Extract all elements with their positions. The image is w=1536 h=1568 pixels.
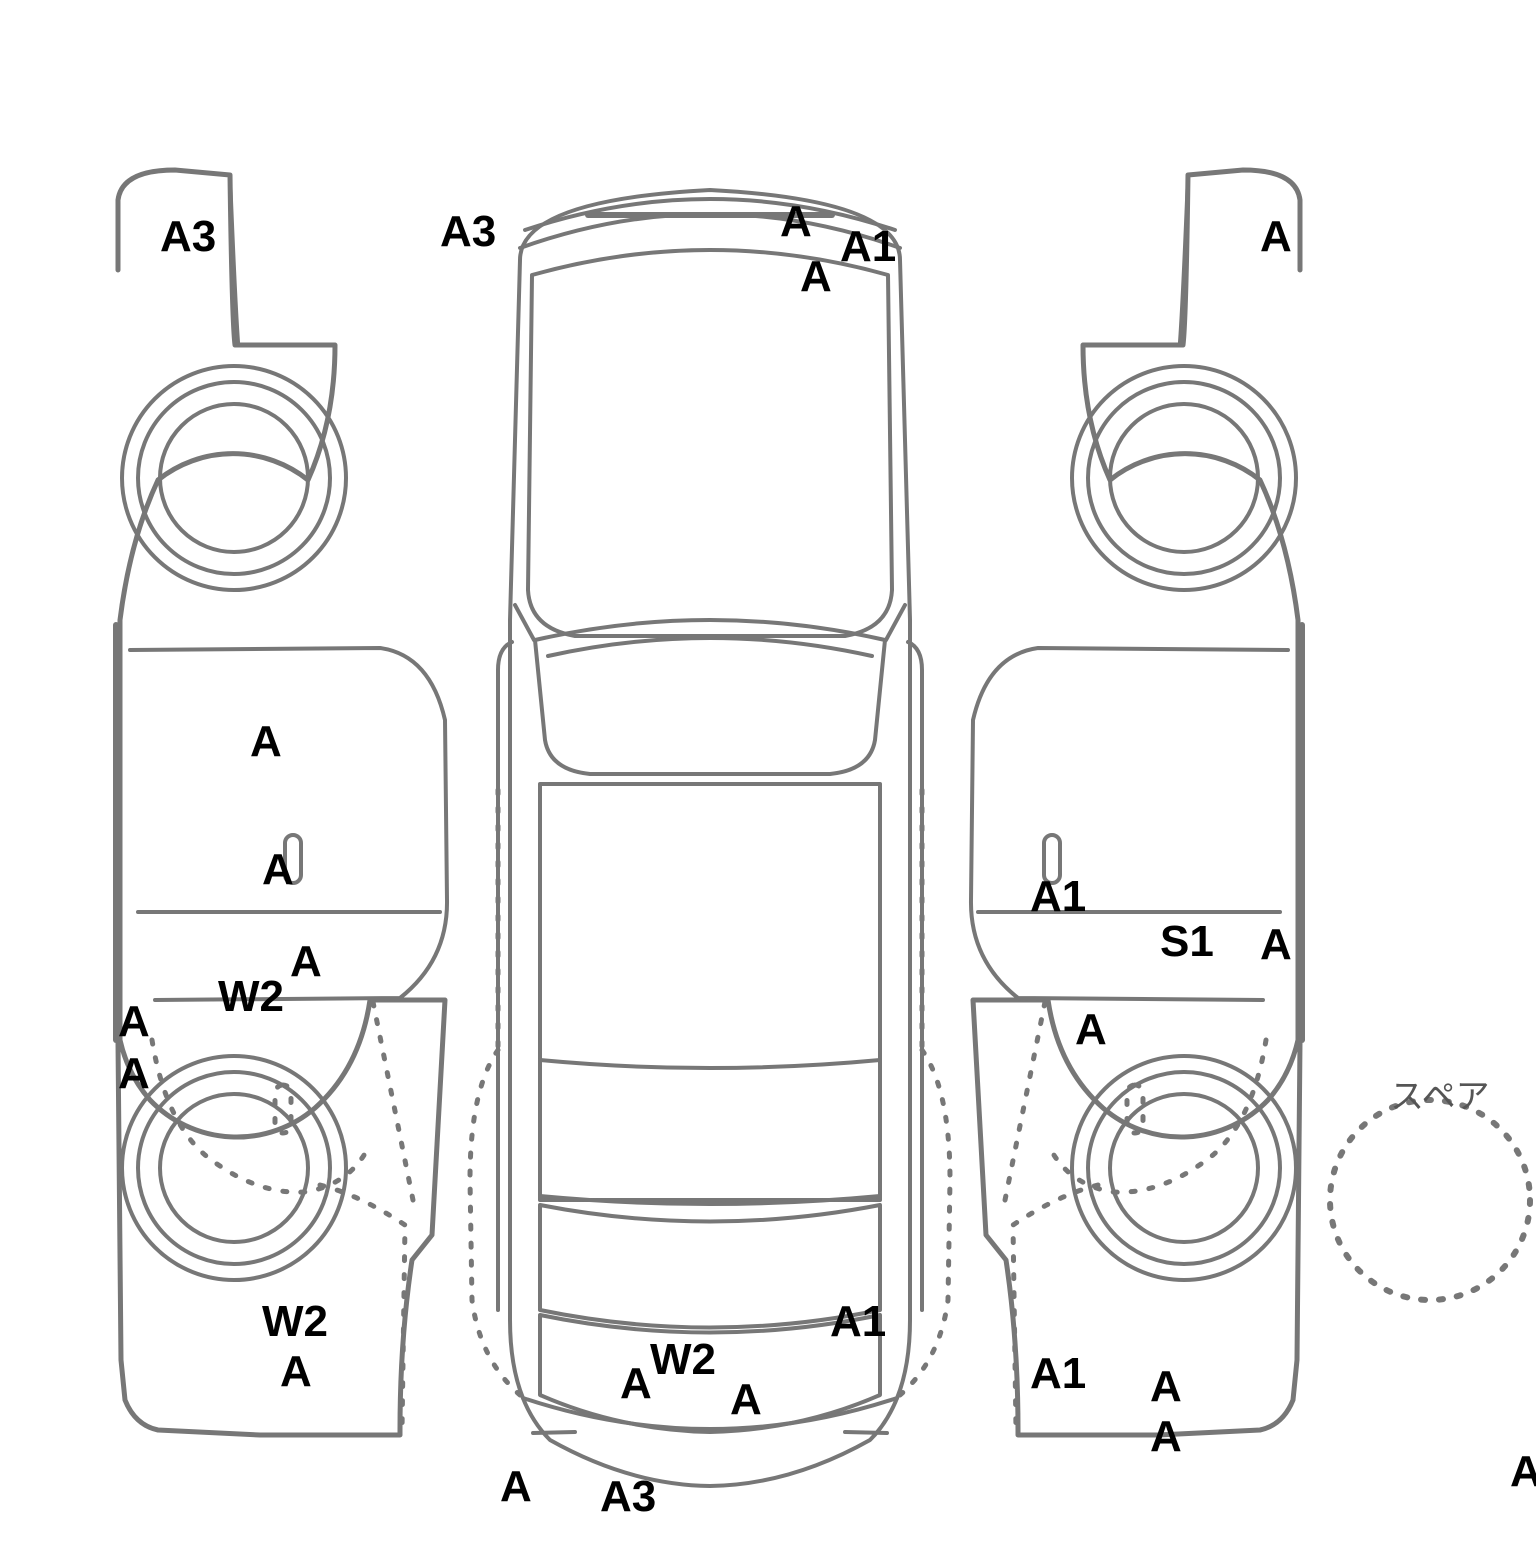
damage-code-label: A [118,1000,150,1044]
damage-code-label: A [1075,1008,1107,1052]
damage-code-label: A [800,255,832,299]
damage-code-label: A [730,1378,762,1422]
damage-code-label: A3 [160,215,216,259]
damage-code-label: A [280,1350,312,1394]
damage-code-label: S1 [1160,920,1214,964]
damage-code-label: A1 [1030,1352,1086,1396]
damage-code-label: A [1260,923,1292,967]
damage-code-label: A [1260,215,1292,259]
damage-code-label: A [262,848,294,892]
damage-code-label: A [500,1465,532,1509]
damage-code-label: A1 [840,225,896,269]
damage-code-label: W2 [218,975,284,1019]
damage-code-label: A1 [1030,875,1086,919]
damage-code-label: A [1510,1450,1536,1494]
damage-code-label: A [780,200,812,244]
damage-code-label: A [290,940,322,984]
spare-tire-circle [1330,1100,1530,1300]
damage-code-label: A [250,720,282,764]
damage-code-label: A [1150,1365,1182,1409]
car-outline-svg [0,0,1536,1568]
right-side-view [971,170,1302,1435]
damage-code-label: A3 [440,210,496,254]
damage-code-label: A [118,1052,150,1096]
car-damage-diagram: A3 A3 A A1 A A A A A W2 A A A1 S1 A A W2… [0,0,1536,1568]
damage-code-label: A [1150,1415,1182,1459]
damage-code-label: W2 [650,1338,716,1382]
left-side-view [116,170,447,1435]
damage-code-label: A3 [600,1475,656,1519]
top-view [470,190,950,1486]
spare-tire-label: スペア [1390,1080,1490,1114]
damage-code-label: A1 [830,1300,886,1344]
damage-code-label: W2 [262,1300,328,1344]
damage-code-label: A [620,1362,652,1406]
